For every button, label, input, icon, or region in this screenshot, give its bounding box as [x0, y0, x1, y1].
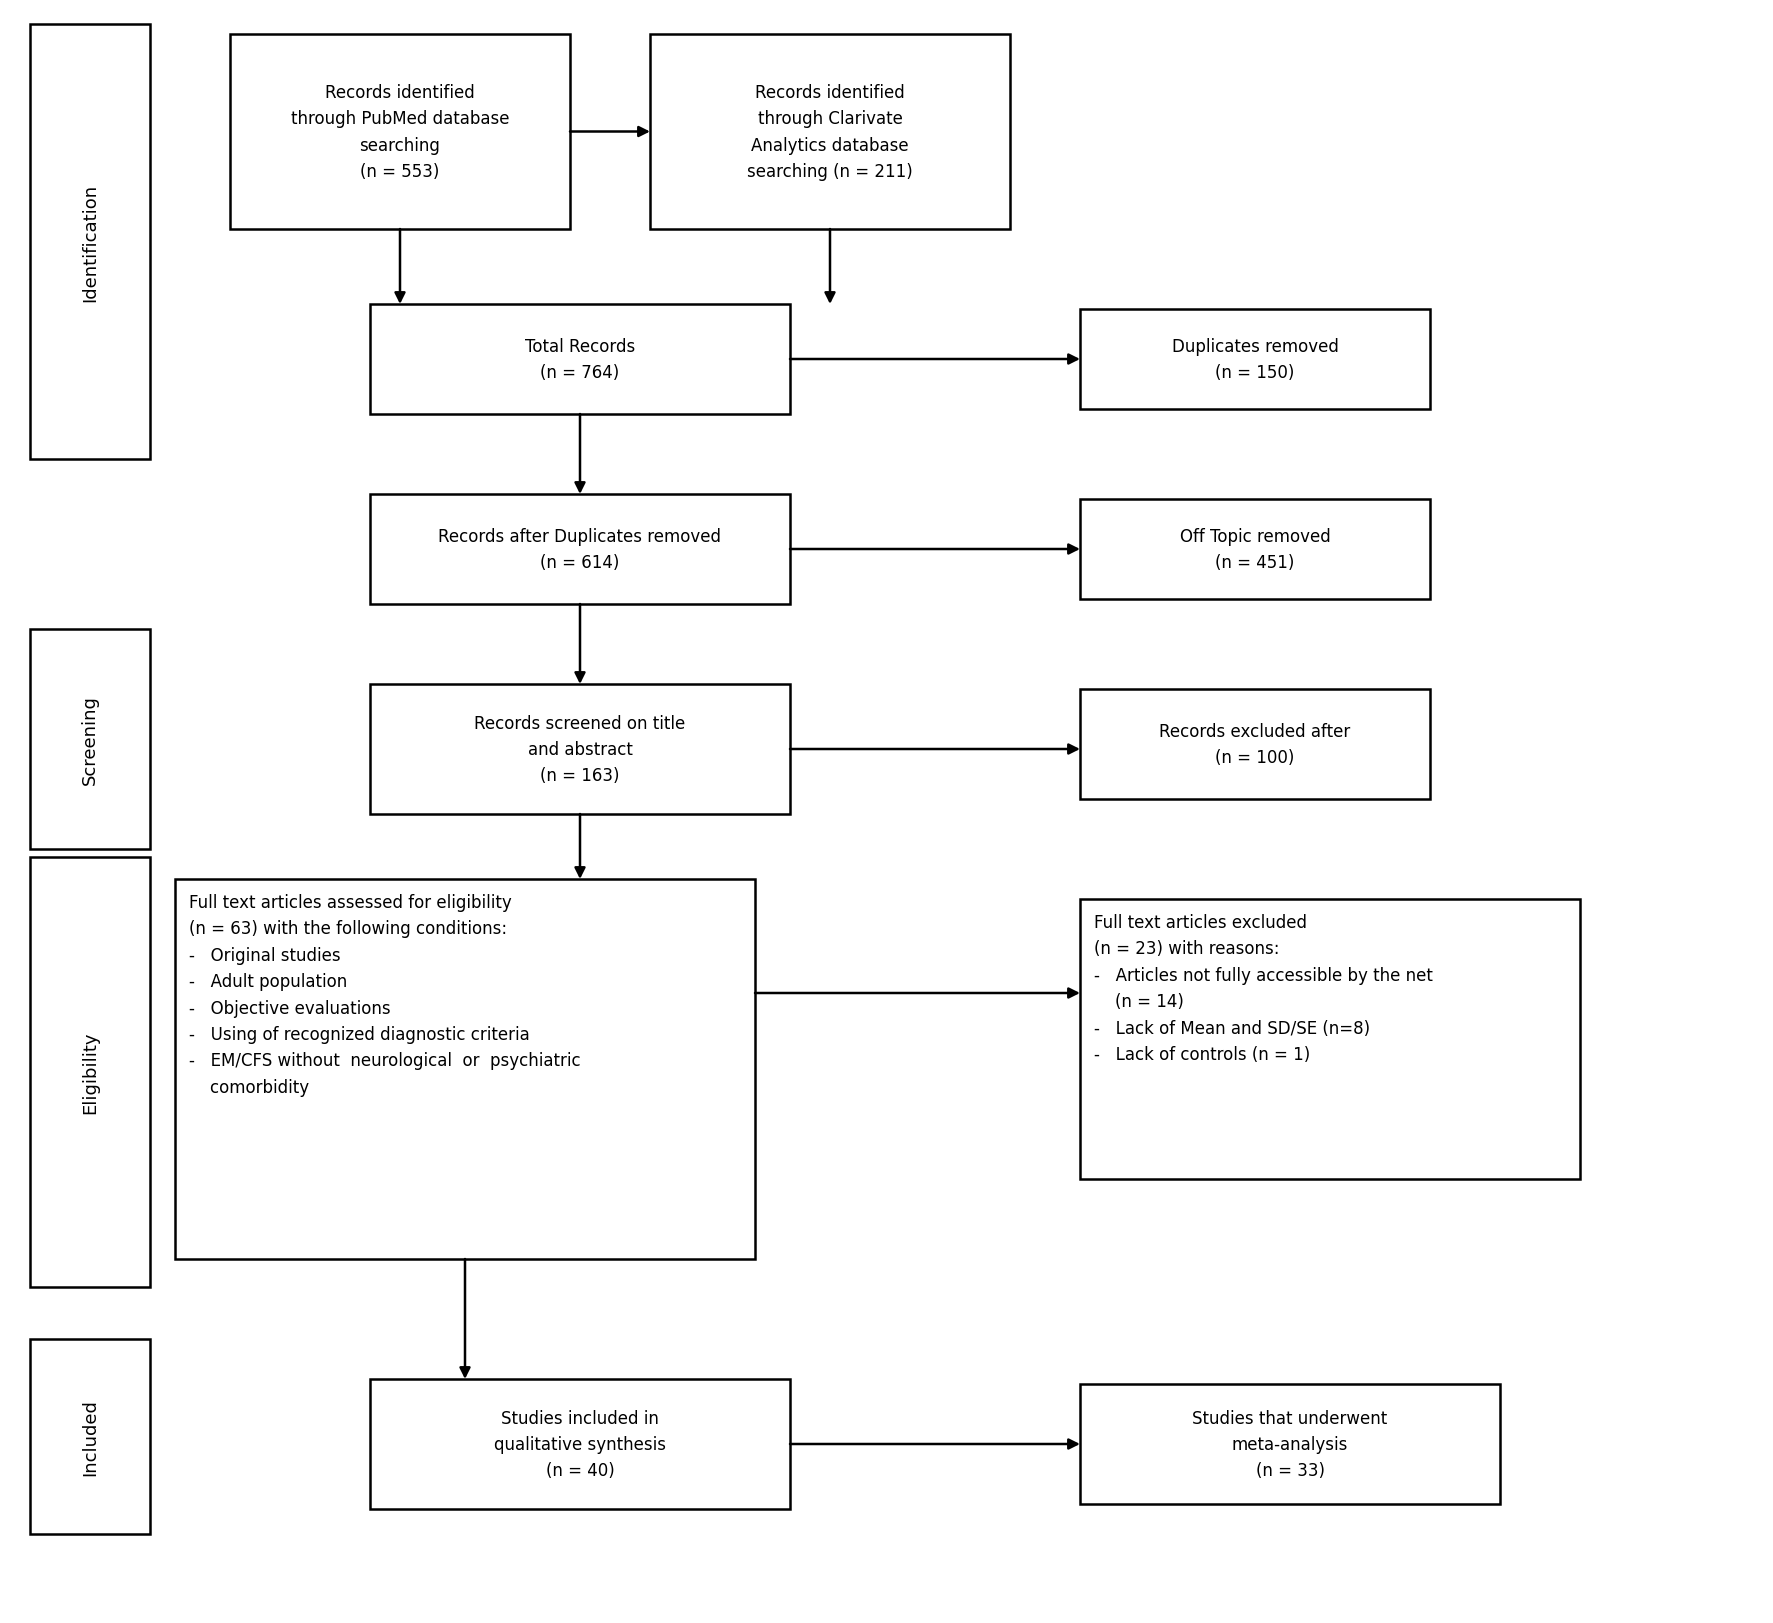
Text: Records after Duplicates removed
(n = 614): Records after Duplicates removed (n = 61… — [438, 527, 722, 571]
Bar — [1080, 1384, 1500, 1505]
Text: Included: Included — [82, 1397, 99, 1475]
Text: Records screened on title
and abstract
(n = 163): Records screened on title and abstract (… — [475, 714, 686, 786]
Bar — [651, 36, 1011, 230]
Text: Full text articles assessed for eligibility
(n = 63) with the following conditio: Full text articles assessed for eligibil… — [190, 893, 580, 1096]
Bar — [30, 24, 151, 459]
Text: Eligibility: Eligibility — [82, 1031, 99, 1113]
Bar — [230, 36, 569, 230]
Bar — [1080, 500, 1431, 599]
Bar — [176, 880, 755, 1259]
Bar — [1080, 310, 1431, 409]
Text: Off Topic removed
(n = 451): Off Topic removed (n = 451) — [1179, 527, 1330, 571]
Text: Identification: Identification — [82, 183, 99, 302]
Text: Records identified
through Clarivate
Analytics database
searching (n = 211): Records identified through Clarivate Ana… — [746, 84, 913, 182]
Bar — [30, 630, 151, 849]
Bar — [1080, 690, 1431, 800]
Bar — [371, 495, 791, 605]
Bar — [371, 1380, 791, 1509]
Text: Screening: Screening — [82, 695, 99, 784]
Text: Duplicates removed
(n = 150): Duplicates removed (n = 150) — [1172, 338, 1339, 381]
Text: Full text articles excluded
(n = 23) with reasons:
-   Articles not fully access: Full text articles excluded (n = 23) wit… — [1094, 914, 1433, 1063]
Text: Records identified
through PubMed database
searching
(n = 553): Records identified through PubMed databa… — [291, 84, 509, 182]
Bar — [1080, 899, 1580, 1180]
Bar — [30, 1339, 151, 1534]
Bar — [371, 305, 791, 415]
Text: Total Records
(n = 764): Total Records (n = 764) — [525, 338, 635, 381]
Text: Studies that underwent
meta-analysis
(n = 33): Studies that underwent meta-analysis (n … — [1193, 1409, 1388, 1480]
Text: Studies included in
qualitative synthesis
(n = 40): Studies included in qualitative synthesi… — [495, 1409, 667, 1480]
Bar — [371, 685, 791, 815]
Bar — [30, 857, 151, 1287]
Text: Records excluded after
(n = 100): Records excluded after (n = 100) — [1160, 722, 1351, 766]
